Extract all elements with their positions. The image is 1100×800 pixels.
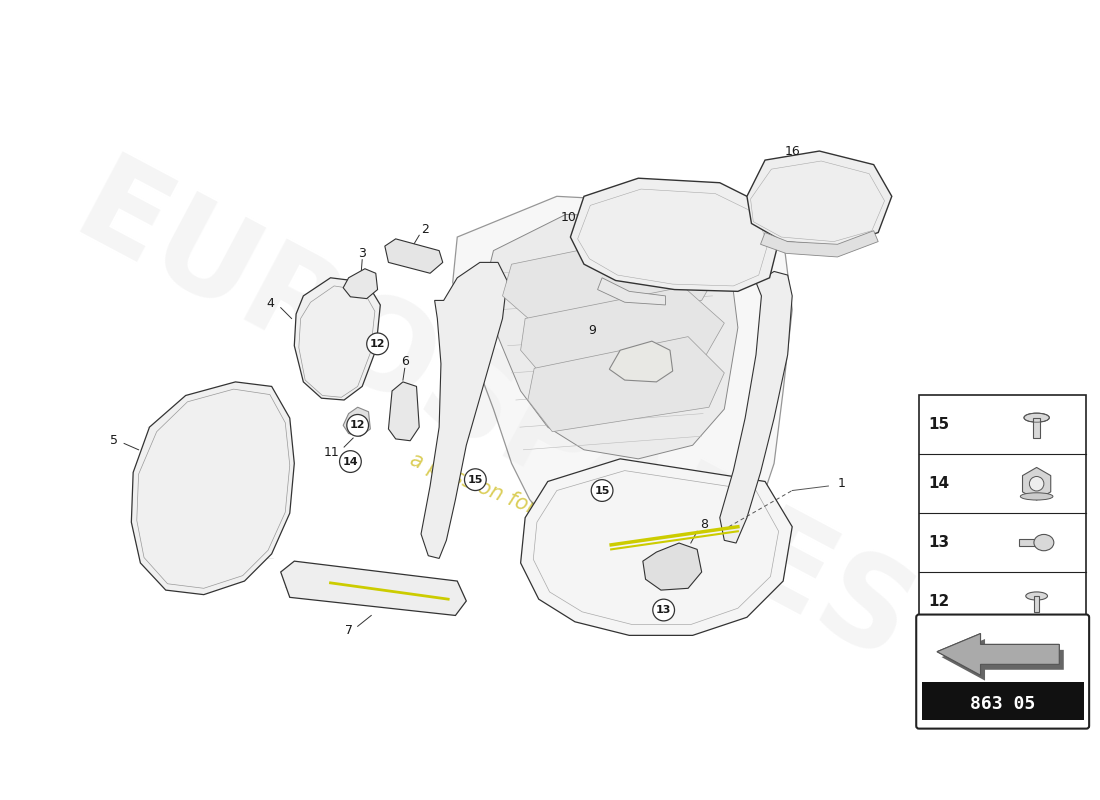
Text: 14: 14 [928,476,949,491]
Polygon shape [343,269,377,298]
Ellipse shape [1024,413,1049,422]
Ellipse shape [1034,534,1054,550]
Polygon shape [760,230,878,257]
Text: 3: 3 [359,247,366,260]
Polygon shape [343,407,371,436]
Circle shape [346,414,368,436]
Polygon shape [937,634,1059,675]
Text: 8: 8 [700,518,708,531]
Polygon shape [295,278,381,400]
FancyBboxPatch shape [918,395,1087,631]
Ellipse shape [1021,493,1053,500]
Circle shape [1030,477,1044,491]
FancyBboxPatch shape [1019,539,1044,546]
Ellipse shape [1026,592,1047,600]
Circle shape [652,599,674,621]
Polygon shape [385,239,443,274]
Polygon shape [131,382,295,594]
Text: 7: 7 [345,624,353,638]
FancyBboxPatch shape [922,682,1084,721]
Circle shape [591,480,613,502]
FancyBboxPatch shape [916,614,1089,729]
Text: 13: 13 [656,605,671,615]
Polygon shape [747,151,892,246]
Text: 4: 4 [266,297,274,310]
Polygon shape [503,233,719,327]
Polygon shape [609,341,673,382]
Polygon shape [520,459,792,635]
Polygon shape [453,196,792,572]
Text: 12: 12 [350,420,365,430]
Circle shape [366,333,388,354]
Text: 15: 15 [594,486,609,495]
Text: 16: 16 [785,145,801,158]
Text: EUROSPARES: EUROSPARES [55,147,932,690]
Text: 5: 5 [110,434,118,447]
Text: 15: 15 [468,474,483,485]
Circle shape [464,469,486,490]
Circle shape [340,450,361,473]
Text: 6: 6 [400,355,409,369]
Polygon shape [719,271,792,543]
Polygon shape [520,287,724,382]
Polygon shape [280,561,466,615]
Text: 863 05: 863 05 [970,695,1035,713]
Polygon shape [571,178,779,291]
Text: 2: 2 [421,223,429,236]
Text: a passion for parts since 1985: a passion for parts since 1985 [407,450,706,586]
Text: 14: 14 [342,457,359,466]
Text: 12: 12 [928,594,949,609]
Polygon shape [597,278,666,305]
Polygon shape [421,262,507,558]
Polygon shape [1023,467,1050,500]
Polygon shape [484,214,738,459]
Text: 13: 13 [928,535,949,550]
Text: 11: 11 [323,446,340,459]
FancyBboxPatch shape [1033,418,1041,438]
Polygon shape [528,337,724,432]
Polygon shape [942,639,1064,681]
Polygon shape [937,634,1059,675]
Text: 15: 15 [928,418,949,432]
Text: 1: 1 [837,477,845,490]
Polygon shape [642,543,702,590]
Text: 10: 10 [561,210,576,224]
Polygon shape [388,382,419,441]
Text: 9: 9 [587,324,596,337]
Text: 12: 12 [370,339,385,349]
FancyBboxPatch shape [1034,596,1040,612]
